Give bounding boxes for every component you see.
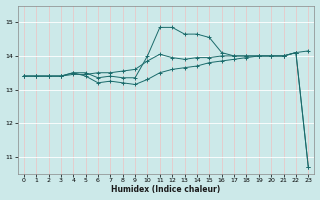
X-axis label: Humidex (Indice chaleur): Humidex (Indice chaleur)	[111, 185, 221, 194]
